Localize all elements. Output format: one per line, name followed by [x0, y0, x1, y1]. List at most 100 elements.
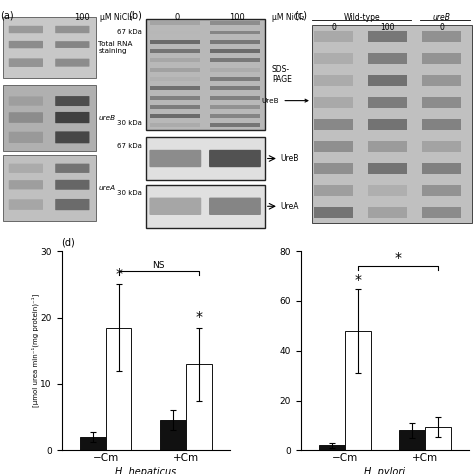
- FancyBboxPatch shape: [9, 112, 43, 123]
- FancyBboxPatch shape: [55, 131, 90, 143]
- Bar: [150, 40, 201, 44]
- FancyBboxPatch shape: [55, 26, 90, 33]
- Bar: [368, 163, 407, 174]
- Text: μM NiCl₂: μM NiCl₂: [272, 13, 304, 22]
- Bar: [368, 141, 407, 152]
- Text: 67 kDa: 67 kDa: [117, 143, 142, 148]
- Bar: [210, 86, 260, 90]
- FancyBboxPatch shape: [9, 26, 43, 33]
- Bar: [210, 96, 260, 100]
- Bar: [210, 114, 260, 118]
- Bar: [150, 105, 201, 109]
- FancyBboxPatch shape: [55, 59, 90, 67]
- Text: UreB: UreB: [281, 154, 299, 163]
- Bar: [3, 155, 96, 221]
- Bar: [422, 75, 461, 86]
- Bar: [368, 185, 407, 196]
- Bar: [422, 207, 461, 218]
- Bar: [210, 40, 260, 44]
- Bar: [210, 123, 260, 128]
- FancyBboxPatch shape: [9, 96, 43, 106]
- Bar: [314, 207, 353, 218]
- Text: μM NiCl₂: μM NiCl₂: [100, 13, 132, 22]
- Bar: [314, 119, 353, 130]
- Bar: [3, 18, 96, 78]
- Text: 100: 100: [229, 13, 245, 22]
- Bar: [106, 328, 131, 450]
- Bar: [422, 119, 461, 130]
- Bar: [425, 427, 451, 450]
- Bar: [210, 58, 260, 63]
- Bar: [150, 30, 201, 35]
- Bar: [312, 26, 472, 223]
- Bar: [146, 137, 265, 180]
- FancyBboxPatch shape: [9, 58, 43, 67]
- Bar: [314, 53, 353, 64]
- FancyBboxPatch shape: [55, 180, 90, 190]
- Bar: [210, 49, 260, 53]
- Text: *: *: [394, 251, 401, 265]
- Bar: [422, 97, 461, 108]
- Text: ureB: ureB: [98, 115, 115, 120]
- FancyBboxPatch shape: [149, 198, 201, 215]
- Bar: [150, 21, 201, 25]
- Text: (b): (b): [128, 10, 142, 20]
- Bar: [422, 163, 461, 174]
- Bar: [210, 21, 260, 25]
- Bar: [345, 331, 371, 450]
- Text: 0: 0: [331, 23, 336, 32]
- Text: 0: 0: [439, 23, 444, 32]
- X-axis label: H. hepaticus: H. hepaticus: [115, 467, 176, 474]
- X-axis label: H. pylori: H. pylori: [365, 467, 406, 474]
- Text: UreA: UreA: [281, 202, 299, 211]
- Text: 100: 100: [380, 23, 395, 32]
- Text: 30 kDa: 30 kDa: [117, 191, 142, 196]
- Bar: [150, 68, 201, 72]
- Bar: [150, 114, 201, 118]
- FancyBboxPatch shape: [209, 150, 261, 167]
- Text: NS: NS: [153, 262, 165, 271]
- Bar: [314, 75, 353, 86]
- Bar: [422, 185, 461, 196]
- Text: 100: 100: [74, 13, 90, 22]
- FancyBboxPatch shape: [9, 41, 43, 48]
- Bar: [368, 207, 407, 218]
- Text: (c): (c): [294, 10, 307, 20]
- Text: *: *: [354, 273, 361, 287]
- Text: 0: 0: [174, 13, 180, 22]
- Bar: [368, 119, 407, 130]
- FancyBboxPatch shape: [209, 198, 261, 215]
- Text: (a): (a): [0, 10, 14, 20]
- FancyBboxPatch shape: [149, 150, 201, 167]
- Bar: [160, 420, 186, 450]
- Text: *: *: [195, 310, 202, 324]
- Text: ureA: ureA: [98, 185, 115, 191]
- FancyBboxPatch shape: [9, 180, 43, 190]
- Text: SDS-
PAGE: SDS- PAGE: [272, 64, 292, 84]
- Bar: [368, 97, 407, 108]
- Text: UreB: UreB: [262, 98, 308, 104]
- Bar: [422, 53, 461, 64]
- Text: Wild-type: Wild-type: [344, 13, 381, 22]
- FancyBboxPatch shape: [9, 132, 43, 143]
- Bar: [210, 68, 260, 72]
- Bar: [150, 77, 201, 81]
- FancyBboxPatch shape: [9, 164, 43, 173]
- Bar: [150, 96, 201, 100]
- Text: *: *: [115, 267, 122, 281]
- Bar: [314, 141, 353, 152]
- Bar: [150, 58, 201, 63]
- FancyBboxPatch shape: [55, 164, 90, 173]
- Bar: [400, 430, 425, 450]
- Text: (d): (d): [62, 238, 75, 248]
- Bar: [186, 364, 211, 450]
- FancyBboxPatch shape: [55, 112, 90, 123]
- Bar: [80, 437, 106, 450]
- Bar: [314, 31, 353, 42]
- Bar: [146, 18, 265, 130]
- Text: 30 kDa: 30 kDa: [117, 120, 142, 127]
- FancyBboxPatch shape: [55, 96, 90, 106]
- Bar: [3, 84, 96, 151]
- Bar: [368, 31, 407, 42]
- FancyBboxPatch shape: [9, 199, 43, 210]
